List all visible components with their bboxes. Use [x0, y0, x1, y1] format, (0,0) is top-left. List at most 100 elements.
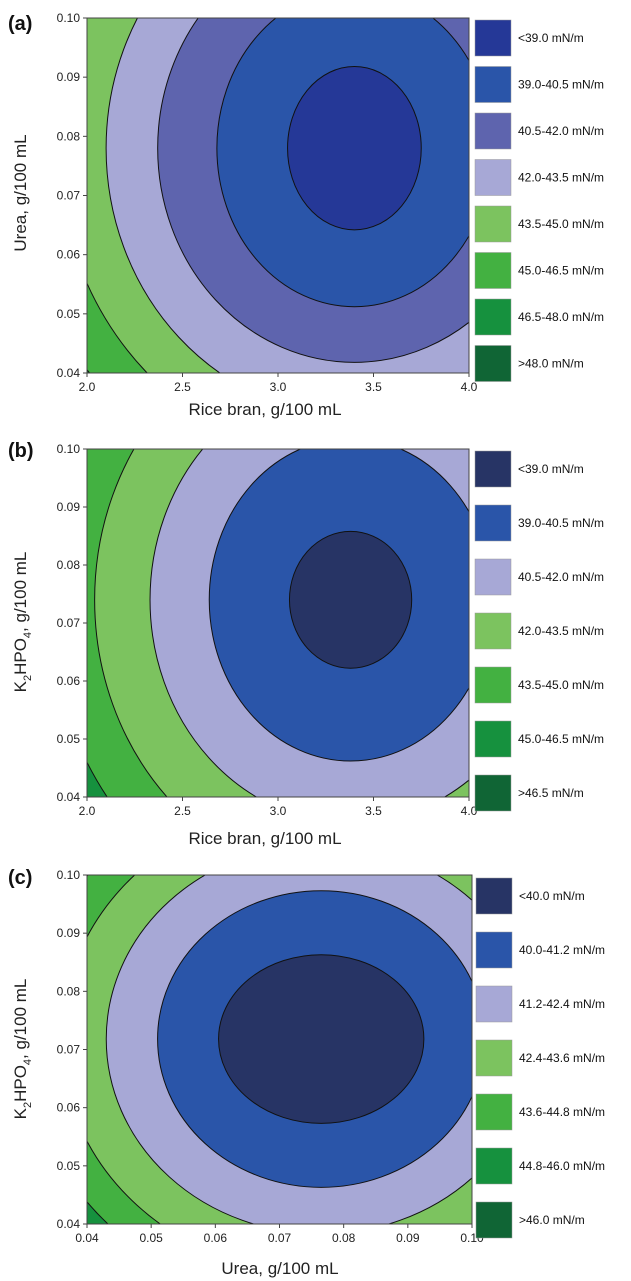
legend-label: 44.8-46.0 mN/m — [519, 1159, 605, 1173]
legend-swatch — [474, 205, 512, 243]
legend: <39.0 mN/m 39.0-40.5 mN/m 40.5-42.0 mN/m 42… — [474, 19, 604, 382]
y-tick-label: 0.04 — [57, 366, 81, 380]
y-tick-label: 0.05 — [57, 1159, 81, 1173]
contour-chart-b: (b) 2.0 2.5 3.0 3.5 4.0 0.04 0.05 0.06 0.07 0.08 0… — [8, 440, 604, 848]
legend-label: 40.5-42.0 mN/m — [518, 570, 604, 584]
plot-area — [86, 448, 470, 798]
x-axis-label: Rice bran, g/100 mL — [188, 829, 341, 848]
x-tick-label: 0.06 — [204, 1231, 228, 1245]
y-tick-label: 0.10 — [57, 11, 81, 25]
y-tick-label: 0.08 — [57, 129, 81, 143]
y-tick-label: 0.04 — [57, 790, 81, 804]
panel-label: (c) — [8, 867, 32, 889]
x-tick-label: 3.0 — [270, 804, 287, 818]
x-tick-label: 3.5 — [365, 380, 382, 394]
axis-ticks: 2.0 2.5 3.0 3.5 4.0 0.04 0.05 0.06 0.07 0.08 0.09 0… — [57, 11, 478, 394]
contour-band-1 — [288, 530, 413, 669]
contour-panel-c: (c) 0.04 0.05 0.06 0.07 0.08 0.09 0.10 0.04 0.05… — [0, 854, 631, 1281]
legend-swatch — [475, 985, 513, 1023]
axis-ticks: 0.04 0.05 0.06 0.07 0.08 0.09 0.10 0.04 0.05 0.06… — [57, 868, 484, 1245]
y-tick-label: 0.05 — [57, 732, 81, 746]
y-tick-label: 0.09 — [57, 926, 81, 940]
contour-chart-c: (c) 0.04 0.05 0.06 0.07 0.08 0.09 0.10 0.04 0.05… — [8, 867, 605, 1278]
x-axis-label: Rice bran, g/100 mL — [188, 400, 341, 419]
y-tick-label: 0.06 — [57, 1101, 81, 1115]
y-tick-label: 0.09 — [57, 70, 81, 84]
contour-panel-b: (b) 2.0 2.5 3.0 3.5 4.0 0.04 0.05 0.06 0.07 0.08 0… — [0, 427, 631, 854]
y-tick-label: 0.10 — [57, 442, 81, 456]
x-tick-label: 0.05 — [139, 1231, 163, 1245]
contour-band-1 — [218, 954, 425, 1124]
legend-label: >48.0 mN/m — [518, 357, 584, 371]
legend-swatch — [474, 612, 512, 650]
legend-swatch — [474, 450, 512, 488]
x-tick-label: 4.0 — [461, 804, 478, 818]
legend-swatch — [475, 877, 513, 915]
legend-label: 46.5-48.0 mN/m — [518, 310, 604, 324]
legend-swatch — [474, 720, 512, 758]
y-tick-label: 0.05 — [57, 307, 81, 321]
contour-panel-a: (a) 2.0 2.5 3.0 3.5 4.0 0.04 0.05 0.06 0.07 0.08 0… — [0, 0, 631, 427]
legend-label: 43.6-44.8 mN/m — [519, 1105, 605, 1119]
legend-label: >46.5 mN/m — [518, 786, 584, 800]
legend-swatch — [474, 666, 512, 704]
legend-swatch — [475, 1039, 513, 1077]
plot-area — [86, 17, 470, 374]
legend-label: <39.0 mN/m — [518, 31, 584, 45]
legend-label: 39.0-40.5 mN/m — [518, 516, 604, 530]
y-tick-label: 0.07 — [57, 1043, 81, 1057]
axis-ticks: 2.0 2.5 3.0 3.5 4.0 0.04 0.05 0.06 0.07 0.08 0.09 0… — [57, 442, 478, 818]
x-tick-label: 2.0 — [79, 804, 96, 818]
legend-label: 43.5-45.0 mN/m — [518, 678, 604, 692]
x-tick-label: 0.08 — [332, 1231, 356, 1245]
legend-label: 45.0-46.5 mN/m — [518, 264, 604, 278]
x-axis-label: Urea, g/100 mL — [221, 1259, 338, 1278]
legend-swatch — [475, 1147, 513, 1185]
x-tick-label: 3.0 — [270, 380, 287, 394]
contour-chart-a: (a) 2.0 2.5 3.0 3.5 4.0 0.04 0.05 0.06 0.07 0.08 0… — [8, 11, 604, 419]
legend-swatch — [474, 19, 512, 57]
legend-label: 42.0-43.5 mN/m — [518, 624, 604, 638]
x-tick-label: 2.5 — [174, 804, 191, 818]
panel-label: (b) — [8, 440, 34, 462]
y-tick-label: 0.07 — [57, 616, 81, 630]
legend-swatch — [475, 1093, 513, 1131]
legend-label: 39.0-40.5 mN/m — [518, 78, 604, 92]
x-tick-label: 2.0 — [79, 380, 96, 394]
legend-swatch — [474, 252, 512, 289]
legend-swatch — [474, 774, 512, 812]
y-axis-label: K2HPO4, g/100 mL — [11, 979, 34, 1120]
legend-label: <39.0 mN/m — [518, 462, 584, 476]
legend-label: 45.0-46.5 mN/m — [518, 732, 604, 746]
legend-swatch — [474, 159, 512, 196]
legend-label: 41.2-42.4 mN/m — [519, 997, 605, 1011]
x-tick-label: 2.5 — [174, 380, 191, 394]
y-tick-label: 0.06 — [57, 674, 81, 688]
legend: <40.0 mN/m 40.0-41.2 mN/m 41.2-42.4 mN/m 42… — [475, 877, 605, 1239]
y-tick-label: 0.08 — [57, 984, 81, 998]
legend-label: 42.0-43.5 mN/m — [518, 171, 604, 185]
legend-label: 42.4-43.6 mN/m — [519, 1051, 605, 1065]
x-tick-label: 4.0 — [461, 380, 478, 394]
y-axis-label: K2HPO4, g/100 mL — [11, 552, 34, 693]
y-tick-label: 0.04 — [57, 1217, 81, 1231]
y-axis-label: Urea, g/100 mL — [11, 134, 30, 251]
y-tick-label: 0.08 — [57, 558, 81, 572]
legend-label: >46.0 mN/m — [519, 1213, 585, 1227]
legend-swatch — [475, 931, 513, 969]
panel-label: (a) — [8, 13, 32, 35]
legend-swatch — [474, 504, 512, 542]
legend-swatch — [474, 112, 512, 150]
legend: <39.0 mN/m 39.0-40.5 mN/m 40.5-42.0 mN/m 42… — [474, 450, 604, 812]
x-tick-label: 3.5 — [365, 804, 382, 818]
x-tick-label: 0.07 — [268, 1231, 292, 1245]
x-tick-label: 0.09 — [396, 1231, 420, 1245]
y-tick-label: 0.07 — [57, 189, 81, 203]
legend-swatch — [474, 66, 512, 103]
legend-label: 40.5-42.0 mN/m — [518, 124, 604, 138]
y-tick-label: 0.06 — [57, 248, 81, 262]
legend-swatch — [474, 298, 512, 336]
legend-swatch — [474, 345, 512, 382]
y-tick-label: 0.09 — [57, 500, 81, 514]
legend-swatch — [474, 558, 512, 596]
